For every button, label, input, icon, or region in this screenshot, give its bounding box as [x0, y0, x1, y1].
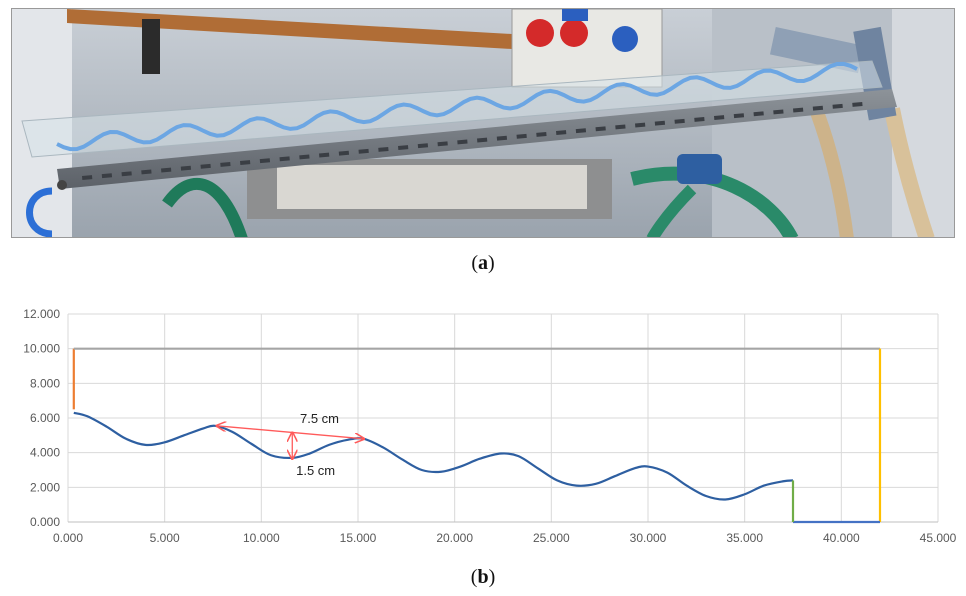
profile-chart: 0.000 2.000 4.000 6.000 8.000 10.000 12.000 0.0…: [23, 307, 957, 545]
x-tick-label: 35.000: [726, 531, 763, 545]
y-tick-label: 8.000: [30, 376, 60, 390]
x-tick-label: 20.000: [436, 531, 473, 545]
y-tick-label: 12.000: [23, 307, 60, 321]
amplitude-label: 1.5 cm: [296, 463, 335, 478]
x-tick-label: 25.000: [533, 531, 570, 545]
series-line-0: [73, 411, 794, 501]
x-tick-label: 45.000: [920, 531, 957, 545]
x-tick-label: 0.000: [53, 531, 83, 545]
caption-a: (a): [471, 252, 495, 274]
y-tick-label: 4.000: [30, 446, 60, 460]
flume-photo: [11, 8, 955, 238]
x-tick-label: 15.000: [340, 531, 377, 545]
y-tick-label: 0.000: [30, 515, 60, 529]
wavelength-label: 7.5 cm: [300, 411, 339, 426]
x-tick-label: 30.000: [630, 531, 667, 545]
y-tick-label: 10.000: [23, 342, 60, 356]
x-tick-label: 40.000: [823, 531, 860, 545]
y-tick-label: 2.000: [30, 480, 60, 494]
x-tick-label: 5.000: [150, 531, 180, 545]
y-tick-label: 6.000: [30, 411, 60, 425]
x-tick-label: 10.000: [243, 531, 280, 545]
caption-b: (b): [470, 566, 496, 588]
